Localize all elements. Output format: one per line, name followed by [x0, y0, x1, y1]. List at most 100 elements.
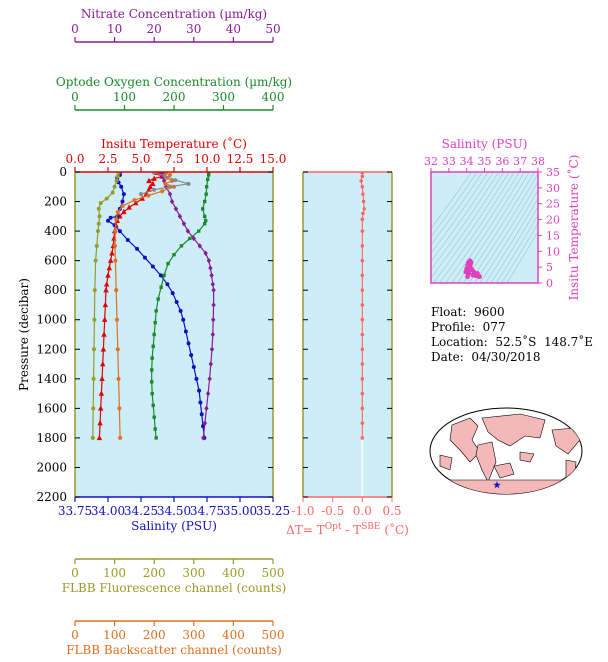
axis-temperature: 0.0 2.5 5.0 7.5 10.0 12.5 15.0 Insitu Temperatu… — [65, 136, 286, 173]
ts-y-tick-label: 10 — [546, 245, 560, 258]
delta-point — [360, 377, 365, 381]
data-point — [162, 173, 167, 178]
ts-plot-area — [431, 172, 538, 283]
axis-nitrate-tick-label: 50 — [265, 22, 280, 36]
pressure-tick-label: 1600 — [36, 401, 67, 415]
data-point — [114, 178, 119, 183]
data-point — [114, 217, 119, 222]
density-curve — [431, 172, 505, 279]
delta-point — [360, 303, 365, 307]
data-point — [189, 353, 194, 358]
density-curve — [451, 172, 525, 283]
data-point — [207, 376, 212, 382]
density-curve — [474, 181, 538, 283]
data-point — [186, 181, 191, 186]
float-label: Float: — [431, 305, 467, 319]
axis-fluorescence-tick-label: 200 — [143, 566, 166, 580]
data-point — [162, 273, 166, 278]
data-point — [208, 361, 214, 367]
pressure-axis-title: Pressure (decibar) — [17, 278, 31, 391]
data-point — [90, 435, 95, 440]
series-backscatter-5 — [112, 172, 176, 440]
axis-backscatter-tick-label: 0 — [71, 628, 79, 642]
location-label: Location: — [431, 335, 488, 349]
ts-y-tick-label: 35 — [546, 166, 560, 179]
data-point — [150, 380, 154, 384]
pressure-tick-label: 2000 — [36, 460, 67, 474]
data-point — [99, 375, 105, 382]
data-point — [206, 172, 211, 175]
ts-y-tick-label: 0 — [546, 277, 553, 290]
axis-temperature-tick-label: 5.0 — [131, 152, 150, 166]
float-row: Float: 9600 — [431, 305, 593, 320]
density-curve — [468, 173, 538, 283]
ts-y-tick-label: 25 — [546, 198, 560, 211]
data-point — [152, 415, 156, 419]
data-point — [168, 172, 173, 177]
delta-point — [360, 421, 365, 425]
data-point — [152, 332, 156, 337]
axis-fluorescence-tick-label: 500 — [262, 566, 285, 580]
pressure-tick-label: 1000 — [36, 313, 67, 327]
data-point — [173, 206, 179, 212]
data-point — [211, 287, 216, 293]
series-oxygen-2 — [150, 172, 211, 440]
data-point — [146, 177, 152, 184]
pressure-tick-label: 2200 — [36, 490, 67, 504]
data-point — [170, 291, 175, 296]
ts-density-curves — [431, 172, 538, 283]
data-point — [106, 218, 110, 223]
data-point — [198, 400, 203, 405]
delta-axis-title-part: SBE — [361, 522, 380, 532]
data-point — [183, 329, 188, 334]
data-point — [96, 221, 101, 226]
axis-backscatter-tick-label: 300 — [182, 628, 205, 642]
density-curve — [431, 172, 489, 254]
data-point — [94, 243, 99, 248]
data-point — [197, 388, 202, 393]
axis-oxygen-title: Optode Oxygen Concentration (µm/kg) — [56, 75, 292, 89]
axis-nitrate-tick-label: 40 — [226, 22, 241, 36]
data-point — [104, 196, 109, 201]
delta-tick-label: 0.5 — [382, 504, 401, 518]
axis-temperature-tick-label: 0.0 — [65, 152, 84, 166]
data-point — [114, 317, 119, 322]
ts-x-tick-label: 36 — [495, 155, 509, 168]
ts-y-tick-label: 30 — [546, 182, 560, 195]
data-point — [139, 192, 143, 197]
density-curve — [490, 206, 538, 283]
ts-y-tick-label: 15 — [546, 229, 560, 242]
pressure-tick-label: 200 — [44, 195, 67, 209]
delta-point — [360, 273, 365, 278]
data-point — [120, 203, 125, 208]
delta-plot-area — [303, 172, 392, 497]
ts-y-title: Insitu Temperature (˚C) — [566, 155, 581, 301]
data-point — [151, 175, 157, 181]
data-point — [194, 376, 199, 381]
data-point — [92, 288, 97, 293]
data-point — [206, 173, 211, 177]
date-label: Date: — [431, 350, 464, 364]
delta-tick-label: -1.0 — [291, 504, 314, 518]
data-point — [121, 208, 127, 215]
data-point — [169, 198, 175, 205]
data-point — [202, 420, 208, 426]
pressure-tick-label: 0 — [59, 165, 67, 179]
data-point — [156, 297, 160, 301]
data-point — [203, 219, 208, 223]
map-landmass — [481, 413, 546, 447]
data-point — [125, 237, 130, 242]
delta-point — [360, 436, 365, 440]
axis-temperature-tick-label: 12.5 — [227, 152, 254, 166]
density-curve — [485, 198, 538, 283]
data-point — [118, 435, 123, 440]
ts-point — [463, 269, 469, 275]
axis-temperature-tick-label: 7.5 — [164, 152, 183, 166]
data-point — [154, 309, 158, 313]
ts-y-tick-label: 20 — [546, 214, 560, 227]
axis-salinity-tick-label: 34.00 — [91, 504, 125, 518]
axis-nitrate-tick-label: 10 — [107, 22, 122, 36]
data-point — [211, 302, 216, 308]
ts-x-tick-label: 38 — [531, 155, 545, 168]
